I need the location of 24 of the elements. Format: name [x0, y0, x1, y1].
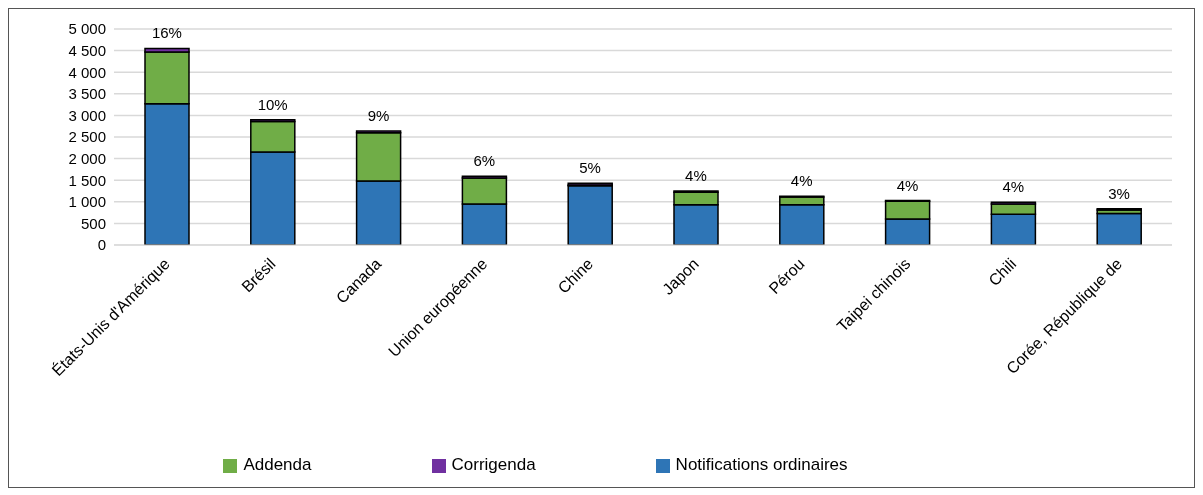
annotation: 16% [151, 24, 182, 42]
y-tick-label: 1 500 [68, 171, 106, 189]
y-tick-label: 2 500 [68, 128, 106, 146]
annotation: 6% [473, 152, 496, 170]
y-tick-label: 5 000 [68, 20, 106, 38]
y-tick-label: 3 500 [68, 85, 106, 103]
annotation: 4% [896, 176, 919, 194]
annotation: 4% [790, 172, 813, 190]
annotation: 9% [367, 106, 390, 124]
annotation: 3% [1108, 184, 1130, 202]
y-tick-label: 2 000 [68, 149, 106, 167]
y-tick-label: 0 [97, 236, 106, 254]
y-tick-label: 500 [80, 214, 106, 232]
annotation: 5% [579, 159, 601, 177]
y-tick-label: 4 000 [68, 63, 106, 81]
annotation: 4% [1002, 178, 1025, 196]
y-tick-label: 1 000 [68, 193, 106, 211]
legend-label: Notifications ordinaires [675, 455, 848, 474]
annotation: 4% [685, 167, 707, 184]
annotation: 10% [257, 95, 288, 113]
legend-label: Addenda [243, 455, 312, 474]
y-tick-label: 3 000 [68, 106, 106, 124]
legend-label: Corrigenda [451, 455, 536, 474]
y-tick-label: 4 500 [68, 41, 106, 59]
